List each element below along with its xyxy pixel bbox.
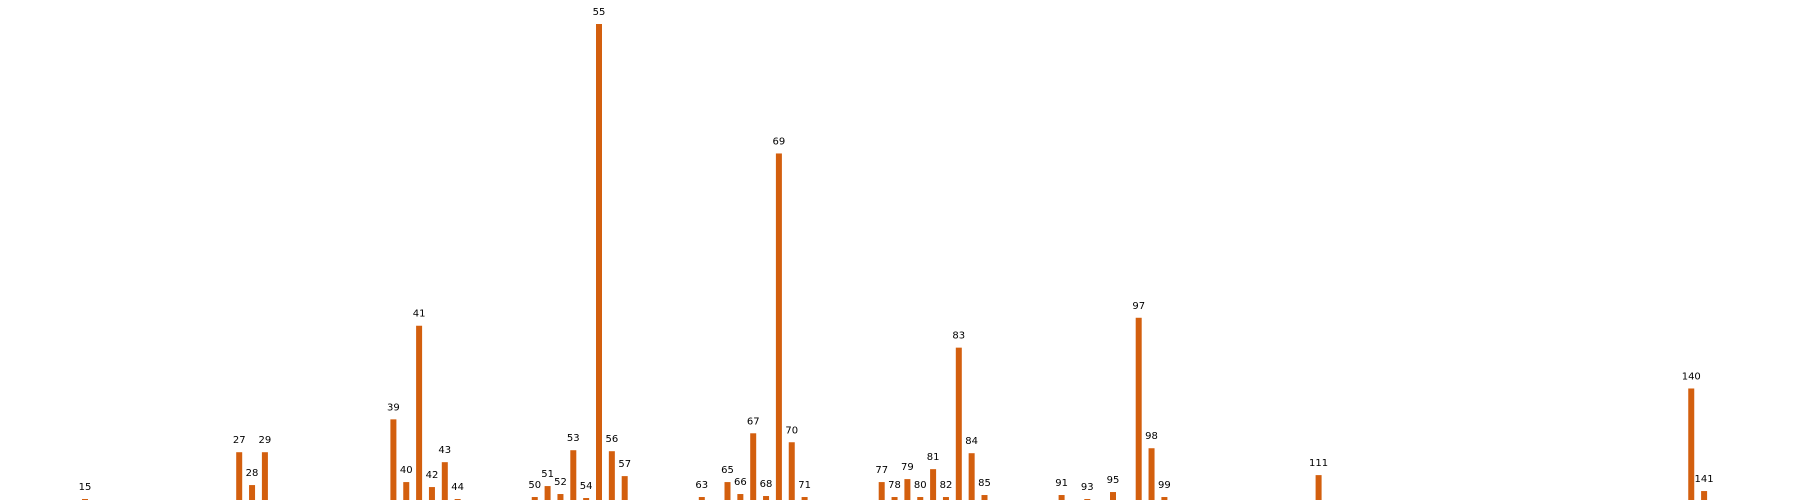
bar-label-15: 15 (79, 482, 92, 493)
bar-68 (763, 496, 770, 500)
bar-label-42: 42 (426, 470, 439, 481)
bar-140 (1688, 388, 1695, 500)
bar-label-53: 53 (567, 433, 580, 444)
bar-label-51: 51 (541, 469, 554, 480)
bar-label-44: 44 (451, 482, 464, 493)
bar-label-43: 43 (438, 445, 451, 456)
bar-84 (968, 453, 975, 500)
bar-28 (249, 485, 256, 500)
bar-label-83: 83 (952, 331, 965, 342)
bar-52 (557, 494, 564, 500)
bar-77 (878, 482, 885, 500)
bar-29 (261, 452, 268, 500)
bar-65 (724, 482, 731, 500)
bar-40 (403, 482, 410, 500)
bar-27 (236, 452, 243, 500)
bar-label-141: 141 (1695, 474, 1714, 485)
bar-label-52: 52 (554, 477, 567, 488)
bar-51 (544, 486, 551, 500)
bar-69 (775, 153, 782, 500)
bar-85 (981, 495, 988, 500)
bar-label-28: 28 (246, 468, 259, 479)
bar-label-82: 82 (940, 480, 953, 491)
bar-111 (1315, 475, 1322, 500)
bar-label-50: 50 (528, 480, 541, 491)
bar-label-77: 77 (875, 465, 888, 476)
bar-label-70: 70 (785, 425, 798, 436)
bar-label-71: 71 (798, 480, 811, 491)
bar-label-54: 54 (580, 481, 593, 492)
bar-66 (737, 494, 744, 500)
bar-label-69: 69 (773, 136, 786, 147)
bar-label-80: 80 (914, 480, 927, 491)
bar-97 (1135, 317, 1142, 500)
bar-label-57: 57 (618, 459, 631, 470)
bar-57 (621, 476, 628, 500)
bar-83 (955, 347, 962, 500)
bar-82 (942, 497, 949, 500)
bar-label-65: 65 (721, 465, 734, 476)
bar-label-85: 85 (978, 478, 991, 489)
bar-70 (788, 442, 795, 500)
bar-label-99: 99 (1158, 480, 1171, 491)
bar-71 (801, 497, 808, 500)
bar-label-67: 67 (747, 416, 760, 427)
bar-39 (390, 419, 397, 500)
bar-label-81: 81 (927, 452, 940, 463)
bar-label-66: 66 (734, 477, 747, 488)
bar-43 (441, 462, 448, 500)
bar-91 (1058, 495, 1065, 500)
bar-79 (904, 479, 911, 500)
bar-label-79: 79 (901, 462, 914, 473)
bar-41 (416, 325, 423, 500)
bar-54 (583, 498, 590, 500)
bar-label-78: 78 (888, 480, 901, 491)
bar-label-98: 98 (1145, 431, 1158, 442)
bar-label-27: 27 (233, 435, 246, 446)
bar-81 (930, 469, 937, 500)
bar-95 (1110, 492, 1116, 500)
bar-67 (750, 433, 757, 500)
bar-42 (428, 487, 435, 500)
bar-99 (1161, 497, 1168, 500)
bar-label-56: 56 (605, 434, 618, 445)
bar-56 (608, 451, 615, 500)
bar-label-97: 97 (1132, 301, 1145, 312)
bar-label-55: 55 (593, 7, 606, 18)
bar-label-29: 29 (259, 435, 272, 446)
bar-label-63: 63 (695, 480, 708, 491)
bar-78 (891, 497, 898, 500)
bar-80 (917, 497, 924, 500)
bar-label-40: 40 (400, 465, 413, 476)
bar-label-95: 95 (1107, 475, 1120, 486)
bar-141 (1701, 491, 1708, 500)
bars-group (82, 24, 1708, 500)
bar-55 (596, 24, 602, 500)
bar-50 (531, 497, 538, 500)
bar-63 (698, 497, 705, 500)
bar-label-140: 140 (1682, 371, 1701, 382)
bar-label-39: 39 (387, 402, 400, 413)
bar-label-91: 91 (1055, 478, 1068, 489)
bar-label-68: 68 (760, 479, 773, 490)
bar-label-93: 93 (1081, 482, 1094, 493)
bar-label-41: 41 (413, 309, 426, 320)
bar-label-84: 84 (965, 436, 978, 447)
bar-98 (1148, 448, 1155, 500)
bar-53 (570, 450, 577, 500)
bar-label-111: 111 (1309, 458, 1328, 469)
